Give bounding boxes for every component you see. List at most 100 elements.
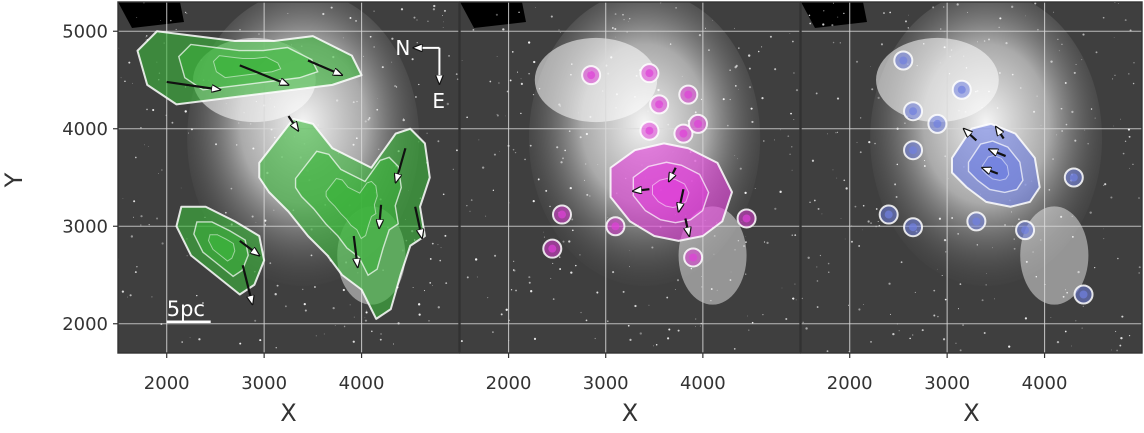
- star: [1138, 266, 1141, 269]
- star: [821, 213, 823, 215]
- star: [855, 60, 859, 63]
- star: [700, 98, 703, 101]
- star: [1104, 183, 1107, 186]
- star: [705, 27, 706, 29]
- star: [809, 201, 811, 204]
- star: [1037, 28, 1039, 31]
- star: [364, 120, 367, 123]
- star: [1124, 19, 1127, 22]
- star: [675, 7, 677, 9]
- star: [932, 6, 935, 9]
- star: [1011, 5, 1014, 9]
- star: [1081, 327, 1083, 329]
- star: [1115, 330, 1117, 333]
- contour-blob-core: [933, 119, 942, 128]
- contour-level: [325, 177, 378, 240]
- star: [439, 259, 442, 262]
- star: [498, 82, 500, 84]
- star: [1024, 317, 1028, 320]
- star: [1050, 60, 1053, 63]
- star: [998, 71, 1001, 75]
- star: [558, 29, 560, 31]
- star: [545, 189, 548, 192]
- star: [862, 204, 865, 207]
- star: [807, 256, 810, 259]
- star: [487, 297, 489, 299]
- motion-vector-arrow: [964, 129, 978, 142]
- star: [966, 11, 969, 13]
- contour-blob-core: [694, 119, 702, 128]
- star: [628, 21, 629, 23]
- star: [1057, 38, 1059, 41]
- star: [1010, 211, 1012, 213]
- star: [789, 33, 791, 34]
- star: [647, 110, 649, 112]
- star: [763, 140, 765, 142]
- star: [367, 118, 370, 121]
- star: [552, 298, 555, 300]
- star: [513, 269, 516, 272]
- star: [985, 284, 987, 286]
- star: [353, 316, 355, 318]
- star: [1084, 129, 1086, 131]
- star: [612, 27, 614, 29]
- motion-vector-arrow: [679, 188, 685, 211]
- x-tick-label: 3000: [241, 373, 287, 394]
- star: [674, 289, 676, 291]
- x-tick-label: 2000: [827, 373, 873, 394]
- motion-vector-arrow: [307, 59, 342, 76]
- star: [269, 262, 272, 265]
- star: [850, 240, 853, 243]
- star: [161, 242, 164, 245]
- star: [988, 90, 990, 93]
- star: [415, 96, 417, 98]
- star: [1060, 215, 1063, 218]
- star: [120, 77, 122, 79]
- star: [845, 187, 848, 190]
- star: [571, 229, 574, 232]
- star: [959, 283, 962, 285]
- star: [201, 301, 204, 305]
- star: [699, 325, 701, 327]
- star: [1073, 71, 1076, 74]
- star: [791, 234, 793, 236]
- star: [1087, 143, 1089, 145]
- contour-blob-core: [909, 146, 918, 155]
- star: [950, 49, 953, 51]
- star: [461, 60, 463, 62]
- star: [391, 37, 394, 40]
- star: [827, 133, 828, 135]
- star: [140, 127, 142, 129]
- x-tick-label: 3000: [924, 373, 970, 394]
- star: [921, 329, 924, 332]
- star: [560, 161, 563, 164]
- star: [472, 28, 475, 31]
- star: [677, 279, 680, 282]
- star: [766, 241, 769, 244]
- star: [528, 73, 530, 75]
- star: [748, 329, 750, 331]
- x-tick-label: 2000: [486, 373, 532, 394]
- star: [578, 112, 579, 114]
- star: [552, 262, 554, 265]
- star: [695, 318, 697, 320]
- star: [140, 215, 143, 218]
- star: [963, 55, 965, 57]
- star: [343, 325, 346, 328]
- star: [579, 254, 581, 256]
- star: [533, 60, 536, 64]
- star: [496, 113, 498, 115]
- star: [239, 29, 241, 31]
- contour-blob-core: [611, 222, 620, 231]
- star: [352, 143, 355, 146]
- star: [460, 340, 463, 343]
- star: [615, 107, 617, 109]
- star: [520, 78, 522, 80]
- star: [520, 82, 523, 85]
- star: [369, 35, 372, 38]
- star: [335, 99, 339, 102]
- star: [532, 200, 535, 203]
- motion-vector-arrow: [982, 168, 999, 174]
- star: [949, 55, 951, 58]
- star: [622, 13, 624, 16]
